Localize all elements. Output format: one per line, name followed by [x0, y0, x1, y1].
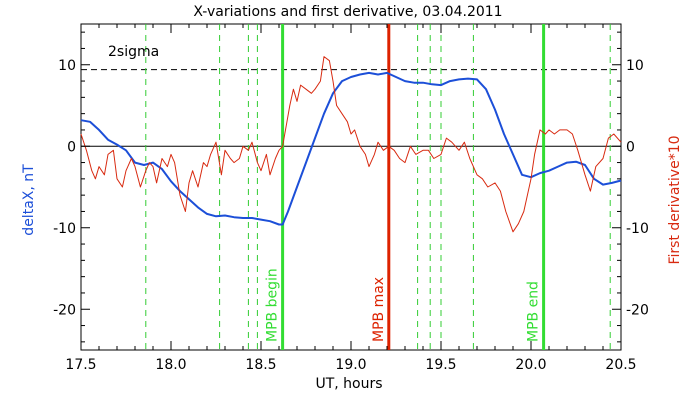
x-axis-label: UT, hours — [315, 376, 382, 392]
x-tick-label-4: 19.5 — [425, 357, 456, 373]
threshold-label: 2sigma — [108, 44, 159, 60]
x-tick-label-0: 17.5 — [65, 357, 96, 373]
y-tick-label-left-1: 0 — [67, 139, 76, 155]
x-tick-label-6: 20.5 — [605, 357, 636, 373]
x-tick-label-5: 20.0 — [515, 357, 546, 373]
x-tick-label-3: 19.0 — [335, 357, 366, 373]
y-tick-label-right-3: -20 — [626, 302, 649, 318]
y-axis-label-right: First derivative*10 — [667, 135, 683, 264]
x-tick-label-2: 18.5 — [245, 357, 276, 373]
event-label-2: MPB end — [526, 281, 542, 342]
series-line-derivative — [80, 56, 622, 233]
chart-title: X-variations and first derivative, 03.04… — [193, 4, 502, 20]
y-tick-label-right-0: 10 — [626, 58, 644, 74]
event-label-0: MPB begin — [265, 268, 281, 342]
y-tick-label-right-2: -10 — [626, 221, 649, 237]
y-tick-label-left-3: -20 — [53, 302, 76, 318]
y-axis-label-left: deltaX, nT — [21, 164, 37, 236]
x-tick-label-1: 18.0 — [155, 357, 186, 373]
y-tick-label-left-2: -10 — [53, 221, 76, 237]
event-label-1: MPB max — [371, 277, 387, 342]
y-tick-label-right-1: 0 — [626, 139, 635, 155]
series-line-deltaX — [80, 71, 622, 226]
y-tick-label-left-0: 10 — [58, 58, 76, 74]
